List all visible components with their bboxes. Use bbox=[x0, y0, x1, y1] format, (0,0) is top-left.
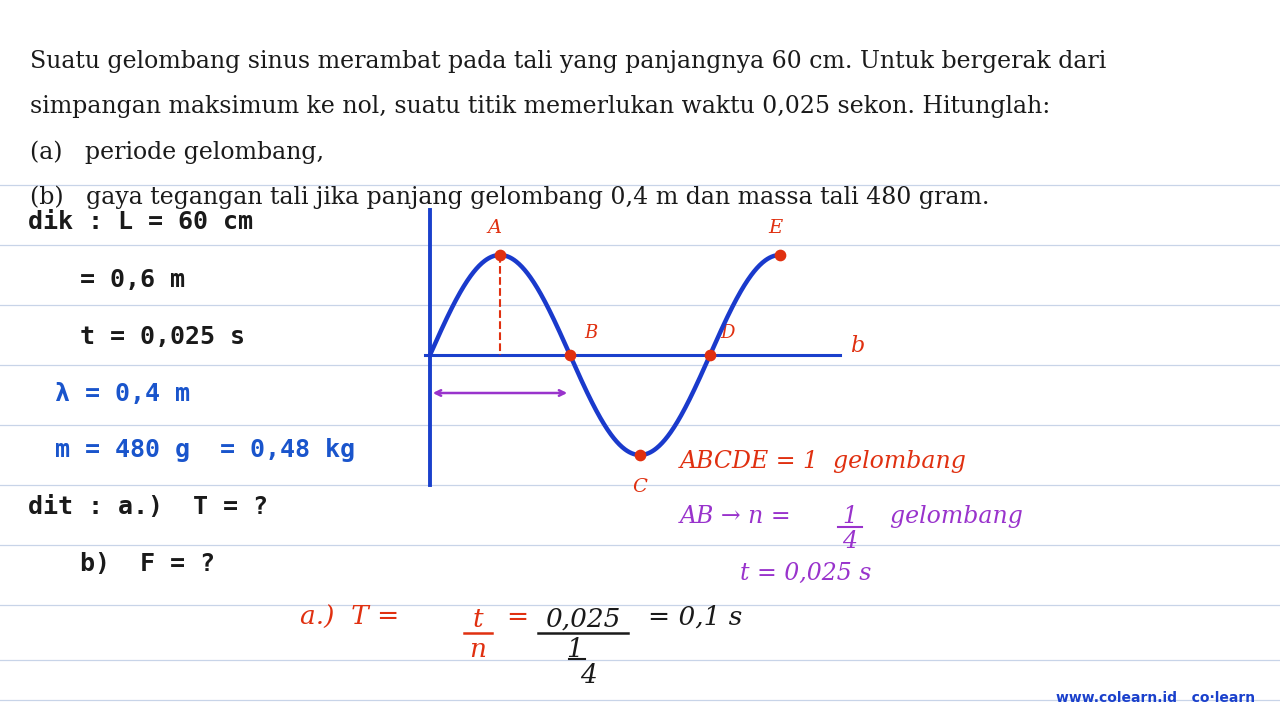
Text: t = 0,025 s: t = 0,025 s bbox=[740, 562, 872, 585]
Text: λ = 0,4 m: λ = 0,4 m bbox=[55, 382, 189, 406]
Text: a.)  T =: a.) T = bbox=[300, 605, 407, 630]
Text: ABCDE = 1  gelombang: ABCDE = 1 gelombang bbox=[680, 450, 966, 473]
Text: D: D bbox=[719, 324, 735, 342]
Text: b)  F = ?: b) F = ? bbox=[79, 552, 215, 576]
Point bbox=[700, 349, 721, 361]
Text: = 0,6 m: = 0,6 m bbox=[79, 268, 186, 292]
Point bbox=[559, 349, 580, 361]
Text: t: t bbox=[472, 607, 484, 632]
Text: A: A bbox=[488, 219, 502, 237]
Text: AB → n =: AB → n = bbox=[680, 505, 799, 528]
Text: gelombang: gelombang bbox=[876, 505, 1023, 528]
Text: t = 0,025 s: t = 0,025 s bbox=[79, 325, 244, 349]
Text: b: b bbox=[850, 335, 864, 357]
Text: Suatu gelombang sinus merambat pada tali yang panjangnya 60 cm. Untuk bergerak d: Suatu gelombang sinus merambat pada tali… bbox=[29, 50, 1106, 73]
Text: dik : L = 60 cm: dik : L = 60 cm bbox=[28, 210, 253, 234]
Text: 4: 4 bbox=[842, 530, 858, 553]
Point bbox=[630, 449, 650, 461]
Text: simpangan maksimum ke nol, suatu titik memerlukan waktu 0,025 sekon. Hitunglah:: simpangan maksimum ke nol, suatu titik m… bbox=[29, 95, 1051, 118]
Text: 1: 1 bbox=[842, 505, 858, 528]
Text: dit : a.)  T = ?: dit : a.) T = ? bbox=[28, 495, 268, 519]
Text: B: B bbox=[584, 324, 598, 342]
Text: n: n bbox=[470, 637, 486, 662]
Text: E: E bbox=[768, 219, 782, 237]
Text: 1: 1 bbox=[567, 637, 584, 662]
Point bbox=[769, 249, 790, 261]
Text: m = 480 g  = 0,48 kg: m = 480 g = 0,48 kg bbox=[55, 438, 355, 462]
Text: 0,025: 0,025 bbox=[545, 607, 621, 632]
Text: C: C bbox=[632, 478, 648, 496]
Text: (a)   periode gelombang,: (a) periode gelombang, bbox=[29, 140, 324, 163]
Point bbox=[490, 249, 511, 261]
Text: www.colearn.id   co·learn: www.colearn.id co·learn bbox=[1056, 691, 1254, 705]
Text: 4: 4 bbox=[580, 663, 596, 688]
Text: = 0,1 s: = 0,1 s bbox=[648, 605, 742, 630]
Text: =: = bbox=[506, 605, 529, 630]
Text: (b)   gaya tegangan tali jika panjang gelombang 0,4 m dan massa tali 480 gram.: (b) gaya tegangan tali jika panjang gelo… bbox=[29, 185, 989, 209]
